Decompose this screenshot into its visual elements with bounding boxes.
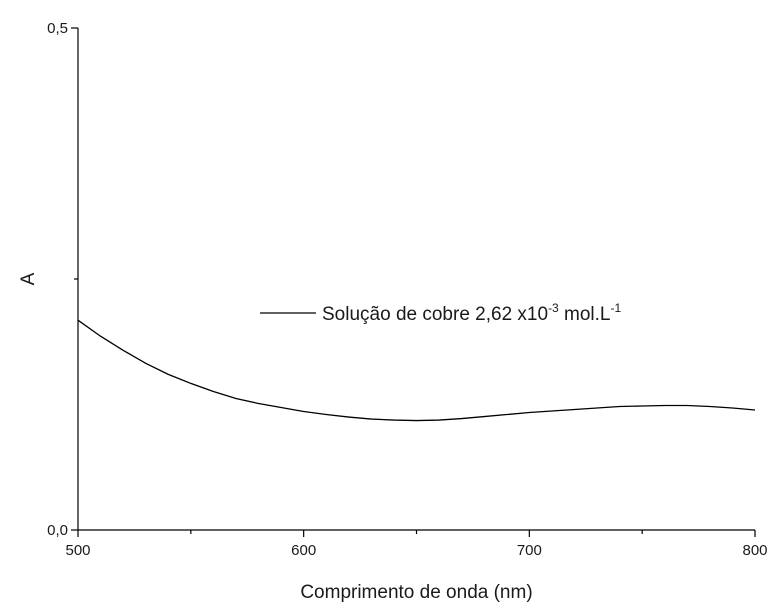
axes xyxy=(77,28,755,531)
x-tick-label: 600 xyxy=(291,542,316,559)
legend-label-sup-exponent: -3 xyxy=(548,301,559,315)
y-axis-title: A xyxy=(18,272,39,285)
legend: Solução de cobre 2,62 x10-3 mol.L-1 xyxy=(260,301,621,325)
x-tick-label: 500 xyxy=(65,542,90,559)
x-tick-label: 700 xyxy=(517,542,542,559)
x-tick-label: 800 xyxy=(742,542,767,559)
x-axis-title: Comprimento de onda (nm) xyxy=(300,582,532,603)
y-tick-label: 0,5 xyxy=(47,20,68,37)
absorbance-series-line xyxy=(77,319,756,422)
legend-label-main: Solução de cobre 2,62 x10 xyxy=(322,304,548,325)
legend-label-unit: mol.L xyxy=(559,304,611,325)
y-ticks: 0,0 0,5 xyxy=(47,20,78,539)
y-tick-label: 0,0 xyxy=(47,522,68,539)
legend-label: Solução de cobre 2,62 x10-3 mol.L-1 xyxy=(322,301,621,325)
legend-label-sup-unit: -1 xyxy=(610,301,621,315)
x-ticks: 500 600 700 800 xyxy=(65,530,768,559)
